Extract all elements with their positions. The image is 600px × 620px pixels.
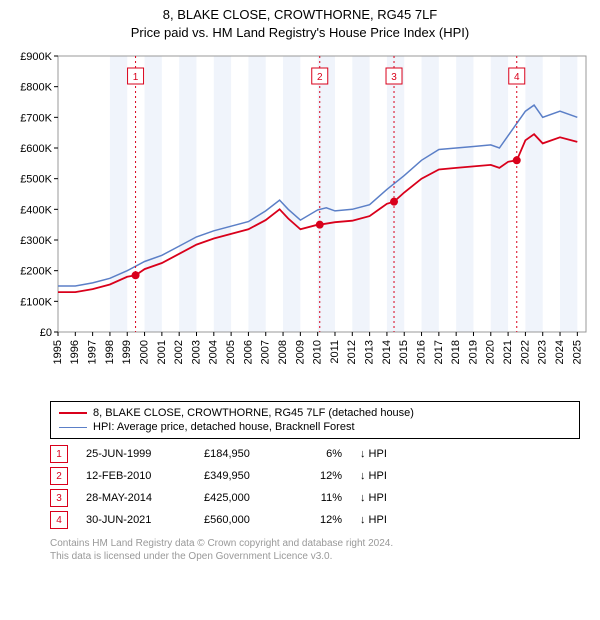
- svg-text:2015: 2015: [398, 340, 410, 364]
- title-line1: 8, BLAKE CLOSE, CROWTHORNE, RG45 7LF: [0, 6, 600, 24]
- chart-title: 8, BLAKE CLOSE, CROWTHORNE, RG45 7LF Pri…: [0, 0, 600, 42]
- row-pct: 12%: [302, 514, 342, 526]
- row-date: 28-MAY-2014: [86, 492, 186, 504]
- svg-text:2020: 2020: [485, 340, 497, 364]
- row-hpi: ↓ HPI: [360, 448, 410, 460]
- row-date: 25-JUN-1999: [86, 448, 186, 460]
- legend-swatch: [59, 427, 87, 428]
- svg-text:£700K: £700K: [20, 113, 52, 125]
- legend-label: 8, BLAKE CLOSE, CROWTHORNE, RG45 7LF (de…: [93, 407, 414, 419]
- row-hpi: ↓ HPI: [360, 514, 410, 526]
- svg-text:£900K: £900K: [20, 51, 52, 63]
- svg-text:2008: 2008: [277, 340, 289, 364]
- svg-text:2010: 2010: [312, 340, 324, 364]
- row-marker: 2: [50, 467, 68, 485]
- sale-dot-4: [513, 157, 521, 165]
- svg-text:2003: 2003: [190, 340, 202, 364]
- svg-text:1997: 1997: [87, 340, 99, 364]
- svg-text:2017: 2017: [433, 340, 445, 364]
- svg-text:2001: 2001: [156, 340, 168, 364]
- svg-text:2023: 2023: [537, 340, 549, 364]
- svg-text:2021: 2021: [502, 340, 514, 364]
- svg-text:1995: 1995: [52, 340, 64, 364]
- svg-text:2013: 2013: [364, 340, 376, 364]
- title-line2: Price paid vs. HM Land Registry's House …: [0, 24, 600, 42]
- row-price: £425,000: [204, 492, 284, 504]
- table-row: 4 30-JUN-2021 £560,000 12% ↓ HPI: [50, 509, 580, 531]
- row-marker: 3: [50, 489, 68, 507]
- sales-table: 1 25-JUN-1999 £184,950 6% ↓ HPI 2 12-FEB-2010 £…: [50, 443, 580, 531]
- svg-text:1998: 1998: [104, 340, 116, 364]
- svg-text:£100K: £100K: [20, 297, 52, 309]
- svg-text:2025: 2025: [571, 340, 583, 364]
- svg-text:4: 4: [514, 72, 520, 83]
- svg-text:2007: 2007: [260, 340, 272, 364]
- row-marker: 4: [50, 511, 68, 529]
- sale-dot-1: [132, 272, 140, 280]
- legend-label: HPI: Average price, detached house, Brac…: [93, 421, 355, 433]
- footnote-line1: Contains HM Land Registry data © Crown c…: [50, 537, 580, 550]
- legend-swatch: [59, 412, 87, 414]
- legend-row-1: HPI: Average price, detached house, Brac…: [59, 420, 571, 434]
- svg-text:2002: 2002: [173, 340, 185, 364]
- row-hpi: ↓ HPI: [360, 470, 410, 482]
- row-price: £349,950: [204, 470, 284, 482]
- svg-text:2009: 2009: [294, 340, 306, 364]
- row-price: £184,950: [204, 448, 284, 460]
- sale-dot-2: [316, 221, 324, 229]
- table-row: 1 25-JUN-1999 £184,950 6% ↓ HPI: [50, 443, 580, 465]
- row-price: £560,000: [204, 514, 284, 526]
- svg-text:2016: 2016: [415, 340, 427, 364]
- row-date: 30-JUN-2021: [86, 514, 186, 526]
- svg-text:1996: 1996: [69, 340, 81, 364]
- footnote-line2: This data is licensed under the Open Gov…: [50, 550, 580, 563]
- row-pct: 11%: [302, 492, 342, 504]
- table-row: 3 28-MAY-2014 £425,000 11% ↓ HPI: [50, 487, 580, 509]
- price-chart: £0 £100K £200K £300K £400K £500K £600K £700K £80…: [8, 50, 592, 390]
- footnote: Contains HM Land Registry data © Crown c…: [50, 537, 580, 563]
- row-marker: 1: [50, 445, 68, 463]
- table-row: 2 12-FEB-2010 £349,950 12% ↓ HPI: [50, 465, 580, 487]
- svg-text:£600K: £600K: [20, 143, 52, 155]
- svg-text:1999: 1999: [121, 340, 133, 364]
- legend-row-0: 8, BLAKE CLOSE, CROWTHORNE, RG45 7LF (de…: [59, 406, 571, 420]
- svg-text:2022: 2022: [519, 340, 531, 364]
- svg-text:2018: 2018: [450, 340, 462, 364]
- svg-text:2011: 2011: [329, 340, 341, 364]
- row-pct: 6%: [302, 448, 342, 460]
- svg-text:£300K: £300K: [20, 235, 52, 247]
- svg-text:2014: 2014: [381, 340, 393, 364]
- svg-text:2: 2: [317, 72, 323, 83]
- svg-text:2006: 2006: [242, 340, 254, 364]
- row-hpi: ↓ HPI: [360, 492, 410, 504]
- legend: 8, BLAKE CLOSE, CROWTHORNE, RG45 7LF (de…: [50, 401, 580, 439]
- svg-text:2012: 2012: [346, 340, 358, 364]
- sale-dot-3: [390, 198, 398, 206]
- svg-text:2005: 2005: [225, 340, 237, 364]
- row-pct: 12%: [302, 470, 342, 482]
- svg-text:2000: 2000: [138, 340, 150, 364]
- svg-text:£200K: £200K: [20, 266, 52, 278]
- svg-text:£0: £0: [40, 327, 52, 339]
- svg-text:2024: 2024: [554, 340, 566, 364]
- svg-text:3: 3: [391, 72, 397, 83]
- svg-text:£500K: £500K: [20, 174, 52, 186]
- row-date: 12-FEB-2010: [86, 470, 186, 482]
- svg-text:1: 1: [133, 72, 139, 83]
- svg-text:2019: 2019: [467, 340, 479, 364]
- svg-text:£800K: £800K: [20, 82, 52, 94]
- svg-text:£400K: £400K: [20, 205, 52, 217]
- chart-area: £0 £100K £200K £300K £400K £500K £600K £700K £80…: [8, 50, 592, 395]
- svg-text:2004: 2004: [208, 340, 220, 364]
